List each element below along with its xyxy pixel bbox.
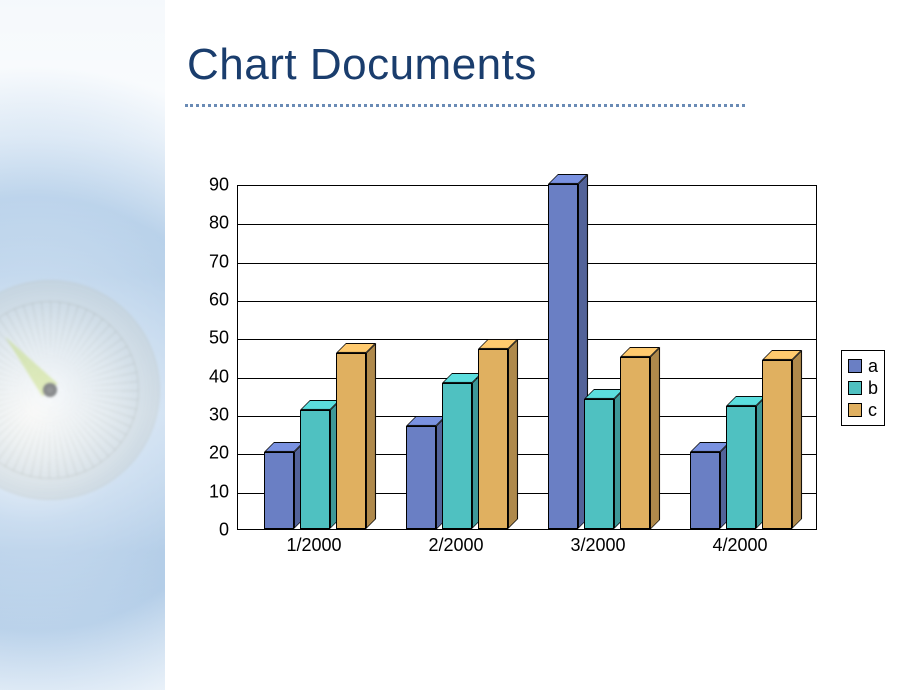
legend-item: c <box>848 399 878 421</box>
chart-legend: abc <box>841 350 885 426</box>
legend-item: b <box>848 377 878 399</box>
y-tick-label: 40 <box>209 366 229 387</box>
y-tick-label: 90 <box>209 175 229 196</box>
x-tick-label: 4/2000 <box>712 535 767 556</box>
bar-a <box>690 452 720 529</box>
bar-a <box>264 452 294 529</box>
bar-a <box>406 426 436 530</box>
compass-needle <box>0 330 58 396</box>
slide-content: Chart Documents 0 10 20 30 40 50 60 70 80 90 1/20… <box>165 0 920 690</box>
decorative-sidebar <box>0 0 165 690</box>
legend-label: a <box>868 355 878 377</box>
y-tick-label: 30 <box>209 405 229 426</box>
bar-c <box>620 357 650 530</box>
bar-chart: 0102030405060708090 1/20002/20003/20004/… <box>195 185 885 585</box>
legend-swatch <box>848 381 862 395</box>
bar-a <box>548 184 578 529</box>
y-axis-labels: 0102030405060708090 <box>195 185 233 530</box>
slide-title: Chart Documents <box>187 40 890 90</box>
legend-swatch <box>848 359 862 373</box>
bar-b <box>584 399 614 529</box>
title-underline <box>185 104 745 107</box>
bar-b <box>300 410 330 529</box>
grid-line <box>238 339 816 340</box>
bar-c <box>762 360 792 529</box>
compass-graphic <box>0 280 160 500</box>
y-tick-label: 20 <box>209 443 229 464</box>
y-tick-label: 10 <box>209 481 229 502</box>
x-tick-label: 3/2000 <box>570 535 625 556</box>
legend-item: a <box>848 355 878 377</box>
y-tick-label: 50 <box>209 328 229 349</box>
bar-c <box>478 349 508 529</box>
legend-label: c <box>868 399 877 421</box>
grid-line <box>238 263 816 264</box>
x-tick-label: 2/2000 <box>428 535 483 556</box>
y-tick-label: 60 <box>209 290 229 311</box>
x-tick-label: 1/2000 <box>286 535 341 556</box>
legend-label: b <box>868 377 878 399</box>
y-tick-label: 80 <box>209 213 229 234</box>
grid-line <box>238 301 816 302</box>
grid-line <box>238 378 816 379</box>
plot-area <box>237 185 817 530</box>
y-tick-label: 0 <box>219 520 229 541</box>
grid-line <box>238 224 816 225</box>
y-tick-label: 70 <box>209 251 229 272</box>
bar-b <box>726 406 756 529</box>
bar-c <box>336 353 366 529</box>
legend-swatch <box>848 403 862 417</box>
bar-b <box>442 383 472 529</box>
